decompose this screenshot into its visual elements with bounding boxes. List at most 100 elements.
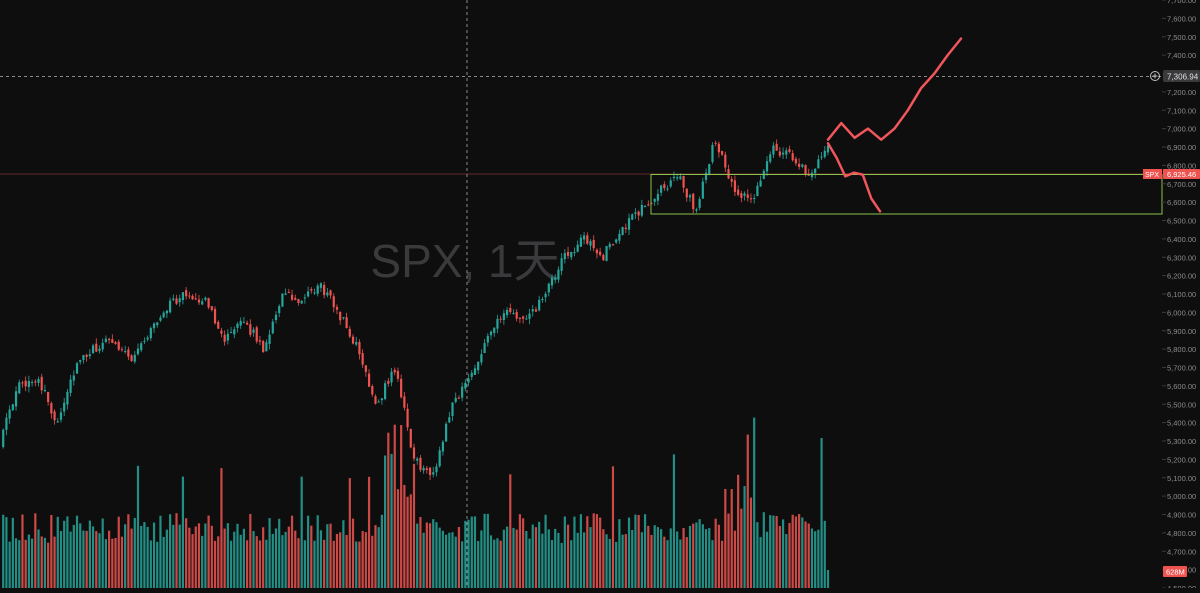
candle-body bbox=[73, 375, 75, 380]
projection-bearish-path[interactable] bbox=[828, 143, 880, 211]
candle-body bbox=[519, 318, 521, 319]
volume-bar bbox=[538, 522, 540, 588]
candle-body bbox=[522, 317, 524, 319]
candle-body bbox=[240, 321, 242, 326]
candle-body bbox=[464, 383, 466, 389]
candle-body bbox=[304, 297, 306, 298]
volume-bar bbox=[403, 485, 405, 588]
volume-bar bbox=[259, 540, 261, 588]
candle-body bbox=[509, 308, 511, 312]
candle-body bbox=[130, 356, 132, 362]
volume-bar bbox=[98, 533, 100, 588]
volume-bar bbox=[503, 530, 505, 588]
volume-bar bbox=[631, 530, 633, 588]
volume-bar bbox=[766, 532, 768, 588]
volume-bar bbox=[179, 525, 181, 588]
volume-bar bbox=[532, 525, 534, 588]
candle-body bbox=[233, 329, 235, 334]
candle-body bbox=[159, 318, 161, 321]
candle-body bbox=[413, 447, 415, 458]
candle-body bbox=[628, 218, 630, 230]
candle-body bbox=[429, 468, 431, 475]
candle-body bbox=[339, 312, 341, 320]
volume-bar bbox=[426, 522, 428, 588]
candle-body bbox=[368, 374, 370, 387]
volume-bar bbox=[711, 540, 713, 588]
y-axis-tick-label: 5,400.00 bbox=[1167, 419, 1196, 428]
volume-bar bbox=[756, 522, 758, 588]
volume-bar bbox=[660, 529, 662, 588]
candle-body bbox=[333, 296, 335, 307]
volume-bar bbox=[493, 540, 495, 588]
volume-bar bbox=[593, 513, 595, 588]
volume-bar bbox=[551, 540, 553, 588]
candle-body bbox=[750, 198, 752, 199]
volume-bar bbox=[718, 525, 720, 588]
volume-bar bbox=[708, 528, 710, 588]
range-box[interactable] bbox=[651, 175, 1162, 215]
symbol-label: SPX bbox=[1145, 172, 1159, 179]
volume-bar bbox=[522, 518, 524, 588]
candle-body bbox=[647, 204, 649, 205]
candle-body bbox=[548, 284, 550, 293]
volume-bar bbox=[612, 466, 614, 588]
volume-bar bbox=[400, 425, 402, 588]
volume-bar bbox=[525, 531, 527, 588]
candle-body bbox=[776, 144, 778, 151]
volume-bar bbox=[692, 524, 694, 588]
candle-body bbox=[111, 339, 113, 343]
candle-body bbox=[535, 309, 537, 311]
volume-bar bbox=[740, 509, 742, 588]
candle-body bbox=[679, 176, 681, 179]
volume-bar bbox=[150, 540, 152, 588]
volume-bar bbox=[743, 486, 745, 588]
candle-body bbox=[275, 315, 277, 320]
y-axis-tick-label: 5,800.00 bbox=[1167, 345, 1196, 354]
candle-body bbox=[442, 442, 444, 452]
y-axis-tick-label: 4,500.00 bbox=[1167, 584, 1196, 588]
candle-body bbox=[663, 184, 665, 188]
candle-body bbox=[214, 309, 216, 323]
y-axis-tick-label: 6,000.00 bbox=[1167, 308, 1196, 317]
volume-bar bbox=[57, 517, 59, 588]
y-axis-tick-label: 5,900.00 bbox=[1167, 327, 1196, 336]
volume-bar bbox=[817, 530, 819, 588]
candle-body bbox=[500, 319, 502, 320]
volume-bar bbox=[676, 531, 678, 588]
volume-bar bbox=[92, 526, 94, 588]
candle-body bbox=[86, 355, 88, 357]
volume-bar bbox=[644, 514, 646, 588]
volume-bar bbox=[191, 534, 193, 588]
candle-body bbox=[593, 240, 595, 248]
volume-bar bbox=[605, 534, 607, 588]
volume-bar bbox=[211, 526, 213, 588]
candle-body bbox=[358, 342, 360, 354]
volume-bar bbox=[544, 515, 546, 588]
projection-bullish-path[interactable] bbox=[828, 39, 961, 140]
volume-bar bbox=[329, 524, 331, 588]
candle-body bbox=[381, 398, 383, 400]
candle-body bbox=[766, 161, 768, 171]
candle-body bbox=[654, 199, 656, 202]
candle-body bbox=[544, 294, 546, 298]
volume-bar bbox=[163, 537, 165, 588]
volume-label: 628M bbox=[1166, 568, 1185, 577]
candle-body bbox=[301, 301, 303, 304]
candle-body bbox=[66, 392, 68, 405]
volume-bar bbox=[185, 518, 187, 588]
volume-bar bbox=[41, 536, 43, 588]
candle-body bbox=[400, 379, 402, 397]
y-axis-tick-label: 6,500.00 bbox=[1167, 217, 1196, 226]
candle-body bbox=[570, 252, 572, 257]
volume-bar bbox=[686, 537, 688, 588]
candle-body bbox=[673, 177, 675, 178]
volume-bar bbox=[15, 538, 17, 588]
candle-body bbox=[5, 418, 7, 430]
volume-bar bbox=[208, 516, 210, 588]
candle-body bbox=[163, 313, 165, 318]
volume-bar bbox=[811, 528, 813, 588]
last-price-label: 6,925.46 bbox=[1167, 170, 1196, 179]
volume-bar bbox=[86, 531, 88, 588]
candle-body bbox=[191, 296, 193, 300]
